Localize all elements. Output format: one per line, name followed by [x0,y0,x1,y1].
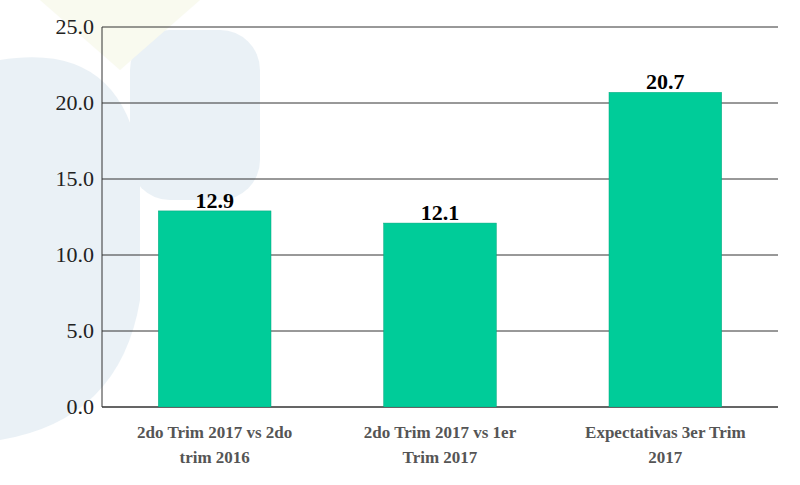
bar [384,223,497,407]
bars [158,92,721,407]
watermark-shape [40,0,200,70]
tick-label: 10.0 [56,242,95,267]
tick-label: 20.0 [56,90,95,115]
watermark-shape [0,57,140,440]
grid-line [102,27,778,28]
chart: 0.0 5.0 10.0 15.0 20.0 25.0 12.9 2do Trim 2017 … [0,0,800,485]
bar [609,92,722,407]
category-label: 2do Trim 2017 vs 1erTrim 2017 [364,423,517,467]
bar [158,211,271,407]
data-label: 12.9 [195,188,234,213]
y-axis [102,27,103,407]
grid [102,27,778,407]
category-label: Expectativas 3er Trim2017 [585,423,746,467]
category-label: 2do Trim 2017 vs 2dotrim 2016 [137,423,292,467]
tick-label: 5.0 [67,318,95,343]
tick-label: 15.0 [56,166,95,191]
data-label: 12.1 [421,200,460,225]
watermark-shape [130,30,260,200]
tick-label: 25.0 [56,14,95,39]
tick-label: 0.0 [67,394,95,419]
data-label: 20.7 [646,69,685,94]
